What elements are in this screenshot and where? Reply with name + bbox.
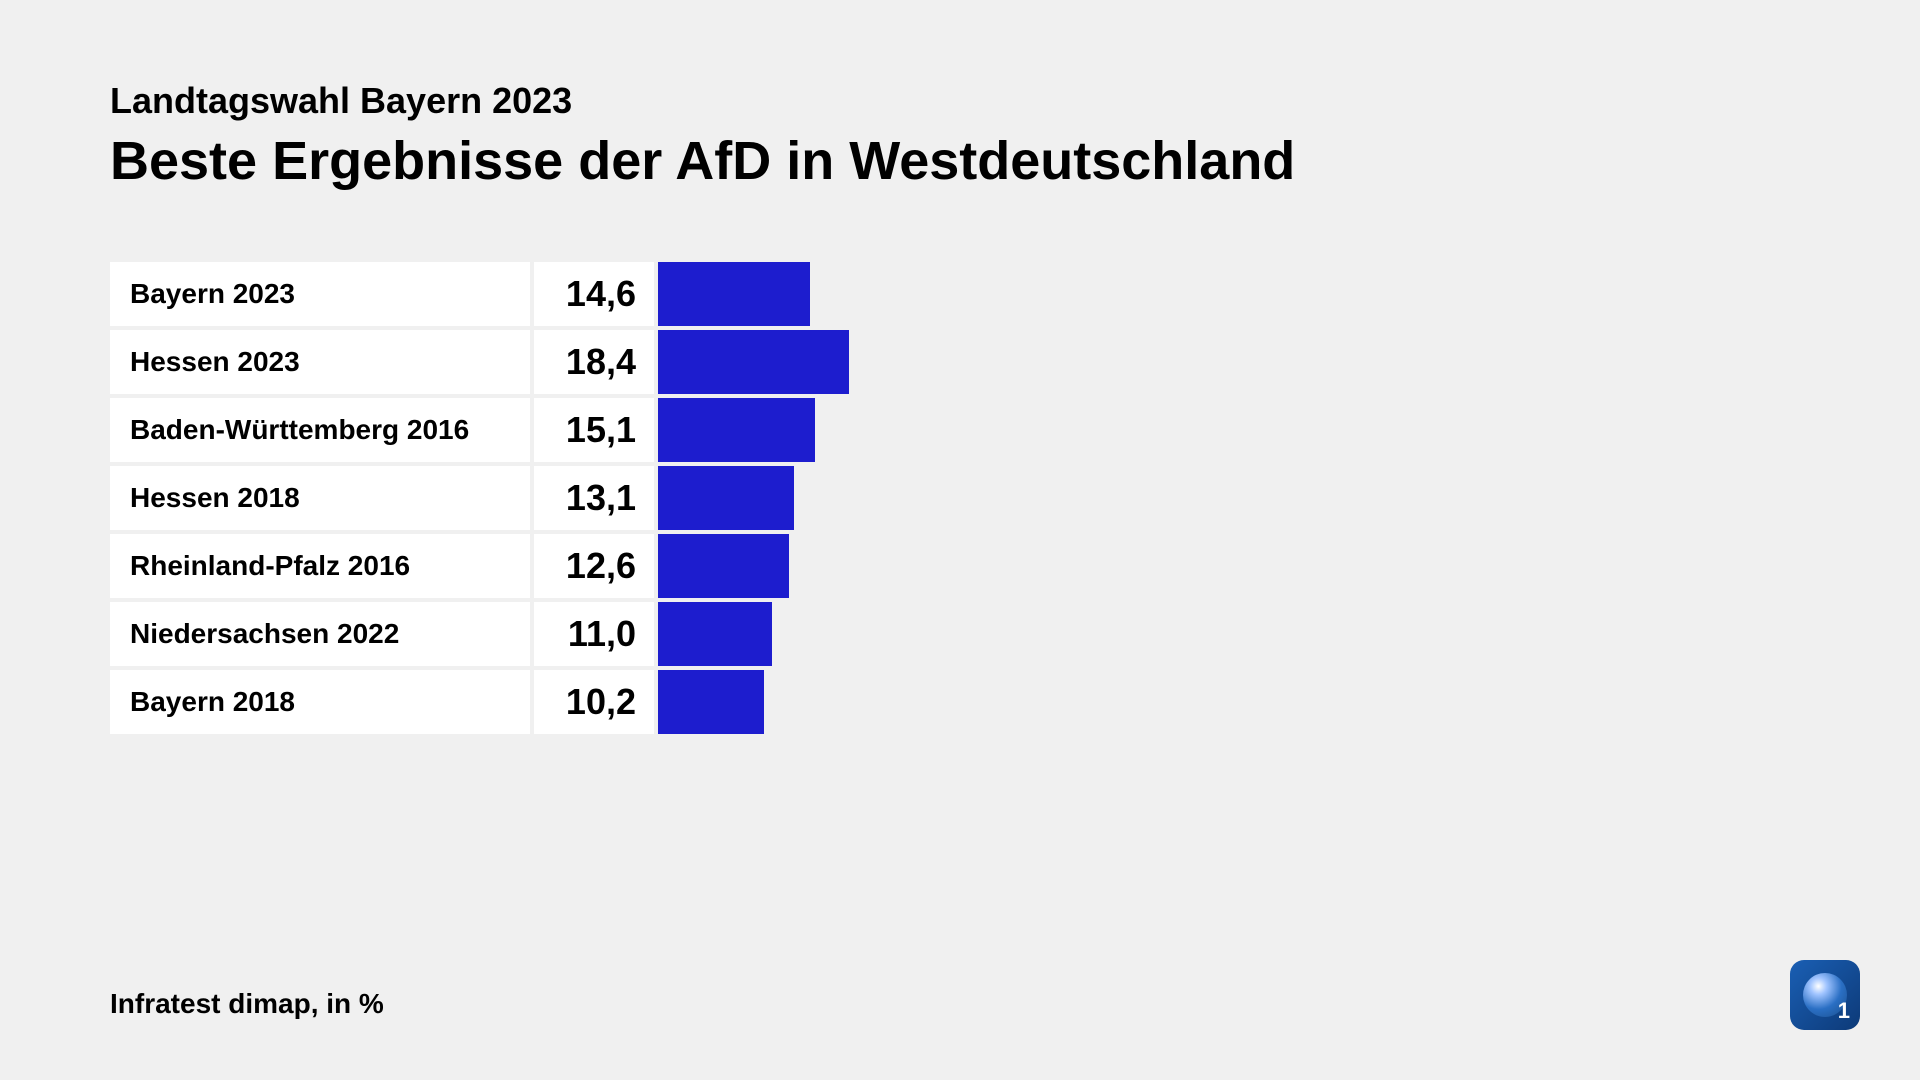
- row-label: Rheinland-Pfalz 2016: [110, 534, 530, 598]
- bar-cell: [658, 602, 1810, 666]
- chart-row: Niedersachsen 202211,0: [110, 602, 1810, 666]
- chart-row: Hessen 201813,1: [110, 466, 1810, 530]
- chart-row: Baden-Württemberg 201615,1: [110, 398, 1810, 462]
- chart-subtitle: Landtagswahl Bayern 2023: [110, 80, 1810, 122]
- row-value: 15,1: [534, 398, 654, 462]
- bar: [658, 670, 764, 734]
- source-footer: Infratest dimap, in %: [110, 988, 384, 1020]
- row-value: 13,1: [534, 466, 654, 530]
- broadcaster-logo: 1: [1790, 960, 1860, 1030]
- row-label: Hessen 2018: [110, 466, 530, 530]
- logo-symbol: 1: [1838, 998, 1850, 1024]
- bar: [658, 398, 815, 462]
- row-label: Bayern 2018: [110, 670, 530, 734]
- row-value: 12,6: [534, 534, 654, 598]
- row-value: 18,4: [534, 330, 654, 394]
- bar-cell: [658, 262, 1810, 326]
- chart-row: Hessen 202318,4: [110, 330, 1810, 394]
- row-label: Bayern 2023: [110, 262, 530, 326]
- row-value: 11,0: [534, 602, 654, 666]
- row-value: 10,2: [534, 670, 654, 734]
- chart-container: Landtagswahl Bayern 2023 Beste Ergebniss…: [0, 0, 1920, 794]
- row-label: Baden-Württemberg 2016: [110, 398, 530, 462]
- bar: [658, 262, 810, 326]
- chart-title: Beste Ergebnisse der AfD in Westdeutschl…: [110, 130, 1810, 192]
- row-label: Niedersachsen 2022: [110, 602, 530, 666]
- bar-cell: [658, 398, 1810, 462]
- bar: [658, 534, 789, 598]
- bar-cell: [658, 534, 1810, 598]
- bar-cell: [658, 330, 1810, 394]
- bar-cell: [658, 670, 1810, 734]
- chart-row: Rheinland-Pfalz 201612,6: [110, 534, 1810, 598]
- bar-chart: Bayern 202314,6Hessen 202318,4Baden-Würt…: [110, 262, 1810, 734]
- bar-cell: [658, 466, 1810, 530]
- chart-row: Bayern 201810,2: [110, 670, 1810, 734]
- row-label: Hessen 2023: [110, 330, 530, 394]
- bar: [658, 330, 849, 394]
- bar: [658, 466, 794, 530]
- chart-row: Bayern 202314,6: [110, 262, 1810, 326]
- row-value: 14,6: [534, 262, 654, 326]
- bar: [658, 602, 772, 666]
